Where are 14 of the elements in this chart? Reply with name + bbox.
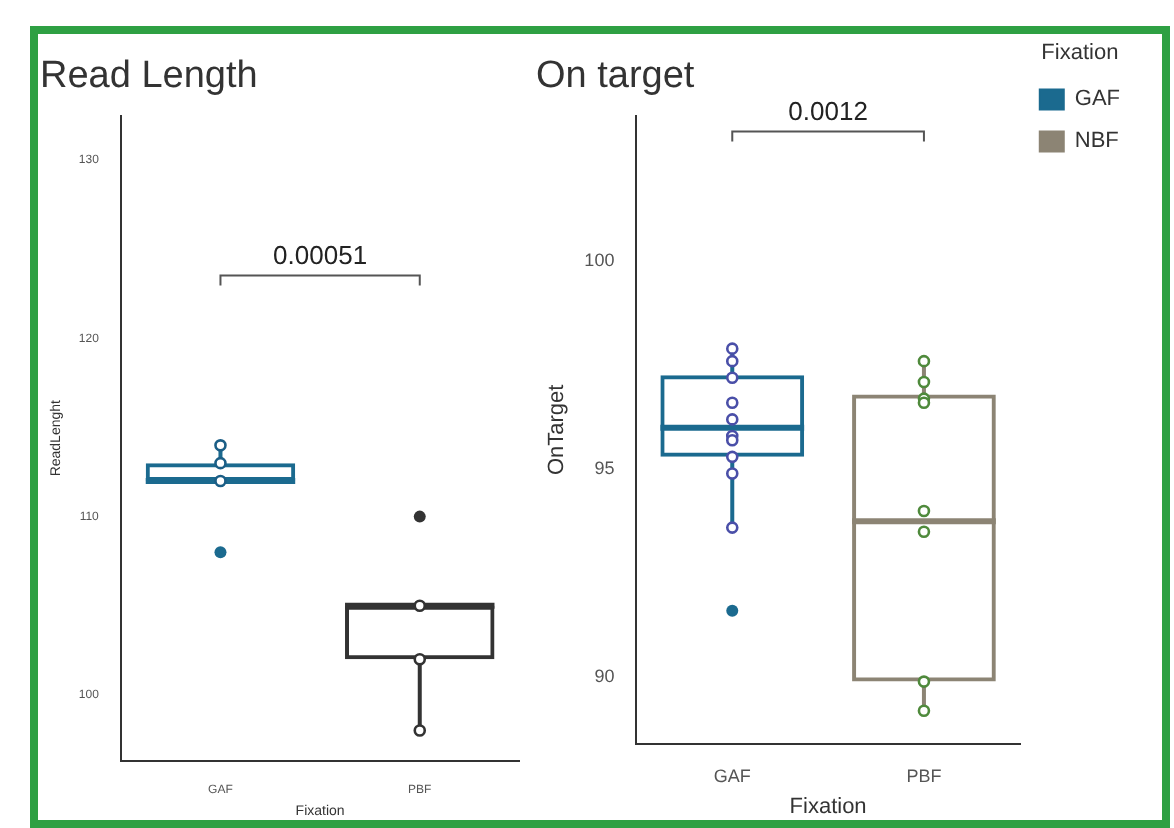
y-axis-title: OnTarget bbox=[545, 384, 570, 476]
legend-label: NBF bbox=[1074, 129, 1120, 154]
legend-label: GAF bbox=[1074, 87, 1121, 112]
x-tick-label: GAF bbox=[713, 765, 752, 786]
chart-title: On target bbox=[536, 55, 696, 98]
annotation: 0.00051 bbox=[273, 239, 368, 270]
x-axis-title: Fixation bbox=[789, 794, 867, 819]
x-tick-label: PBF bbox=[906, 765, 943, 786]
annotation: 0.0012 bbox=[788, 95, 868, 126]
y-tick-label: 95 bbox=[594, 458, 615, 479]
legend-title: Fixation bbox=[1041, 41, 1119, 66]
y-tick-label: 100 bbox=[584, 250, 615, 271]
chart-title: Read Length bbox=[40, 55, 258, 98]
y-tick-label: 90 bbox=[594, 666, 615, 687]
